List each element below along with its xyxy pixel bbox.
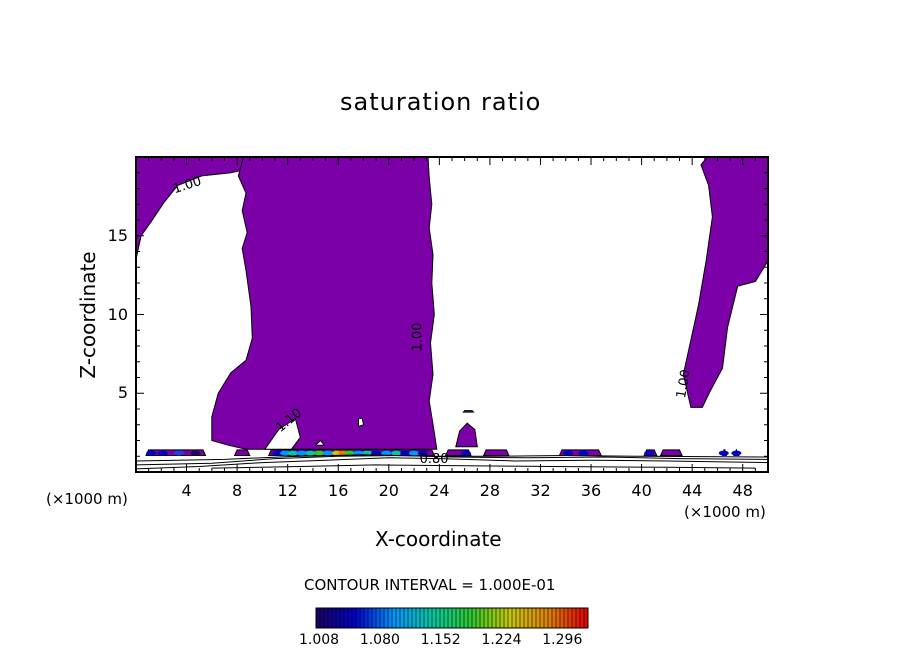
colored-contour-cell (344, 450, 355, 456)
y-tick-label: 15 (107, 225, 128, 245)
x-tick-label: 4 (181, 481, 192, 500)
colorbar-label: 1.008 (299, 632, 340, 648)
cloud-band-segment (659, 449, 683, 456)
contour-hole (263, 417, 301, 450)
colored-contour-cell (417, 450, 428, 456)
colored-contour-cell (563, 450, 574, 456)
contour-region-small (455, 422, 478, 448)
cloud-band-segment (233, 449, 251, 456)
x-tick-label: 24 (429, 481, 450, 500)
x-tick-label: 48 (732, 481, 753, 500)
contour-label: 0.80 (419, 451, 449, 467)
contour-interval-text: CONTOUR INTERVAL = 1.000E-01 (304, 576, 556, 594)
contour-region-small (462, 410, 475, 413)
colored-contour-cell (173, 450, 184, 456)
colored-contour-cell (381, 450, 392, 456)
colorbar-label: 1.224 (481, 632, 522, 648)
colored-contour-cell (287, 450, 298, 456)
colored-contour-cell (146, 450, 157, 456)
contour-line (135, 457, 769, 470)
colored-contour-cell (371, 450, 382, 456)
colored-contour-cell (644, 450, 655, 456)
contour-hole (358, 417, 365, 427)
x-tick-label: 36 (580, 481, 602, 500)
x-tick-label: 28 (479, 481, 501, 500)
x-tick-label: 40 (631, 481, 652, 500)
colored-contour-cell (305, 450, 316, 456)
contour-region-central (211, 156, 438, 450)
colored-contour-cell (718, 450, 729, 456)
y-axis-label: Z-coordinate (76, 251, 100, 379)
contour-line (211, 464, 756, 469)
colored-contour-cell (314, 450, 325, 456)
colored-contour-cell (460, 450, 471, 456)
contour-lines (135, 454, 769, 470)
x-unit-label: (×1000 m) (46, 490, 128, 508)
colored-contour-cell (280, 450, 291, 456)
tick-marks (136, 157, 768, 472)
y-tick-label: 5 (117, 383, 128, 403)
colored-contour-cell (272, 450, 283, 456)
cloud-band-segment (482, 449, 510, 456)
colored-contour-cell (409, 450, 420, 456)
x-tick-label: 32 (530, 481, 551, 500)
contour-label: 1.00 (410, 322, 426, 352)
colorbar-label: 1.296 (542, 632, 583, 648)
contour-region-upper-left (135, 156, 246, 260)
x-tick-label: 12 (277, 481, 298, 500)
x-tick-label: 8 (232, 481, 243, 500)
colored-contour-cell (578, 450, 589, 456)
colored-contour-cell (296, 450, 307, 456)
colorbar-label: 1.152 (420, 632, 461, 648)
colored-contour-cell (731, 450, 742, 456)
contour-region-right (682, 156, 769, 408)
colored-contour-cell (391, 450, 402, 456)
x-tick-label: 16 (328, 481, 349, 500)
colored-contour-cell (157, 450, 168, 456)
colorbar (315, 607, 589, 629)
x-tick-label: 20 (378, 481, 399, 500)
contour-hole (314, 439, 326, 446)
colored-contour-cell (323, 450, 334, 456)
z-unit-label: (×1000 m) (684, 503, 766, 521)
contour-line (135, 454, 769, 462)
x-tick-label: 44 (681, 481, 703, 500)
colorbar-label: 1.080 (359, 632, 400, 648)
contour-fills (135, 156, 769, 456)
chart-title: saturation ratio (340, 88, 542, 116)
x-axis-label: X-coordinate (375, 527, 502, 551)
colored-contour-cell (400, 450, 411, 456)
y-tick-label: 10 (107, 304, 128, 324)
colored-contour-cell (190, 450, 201, 456)
